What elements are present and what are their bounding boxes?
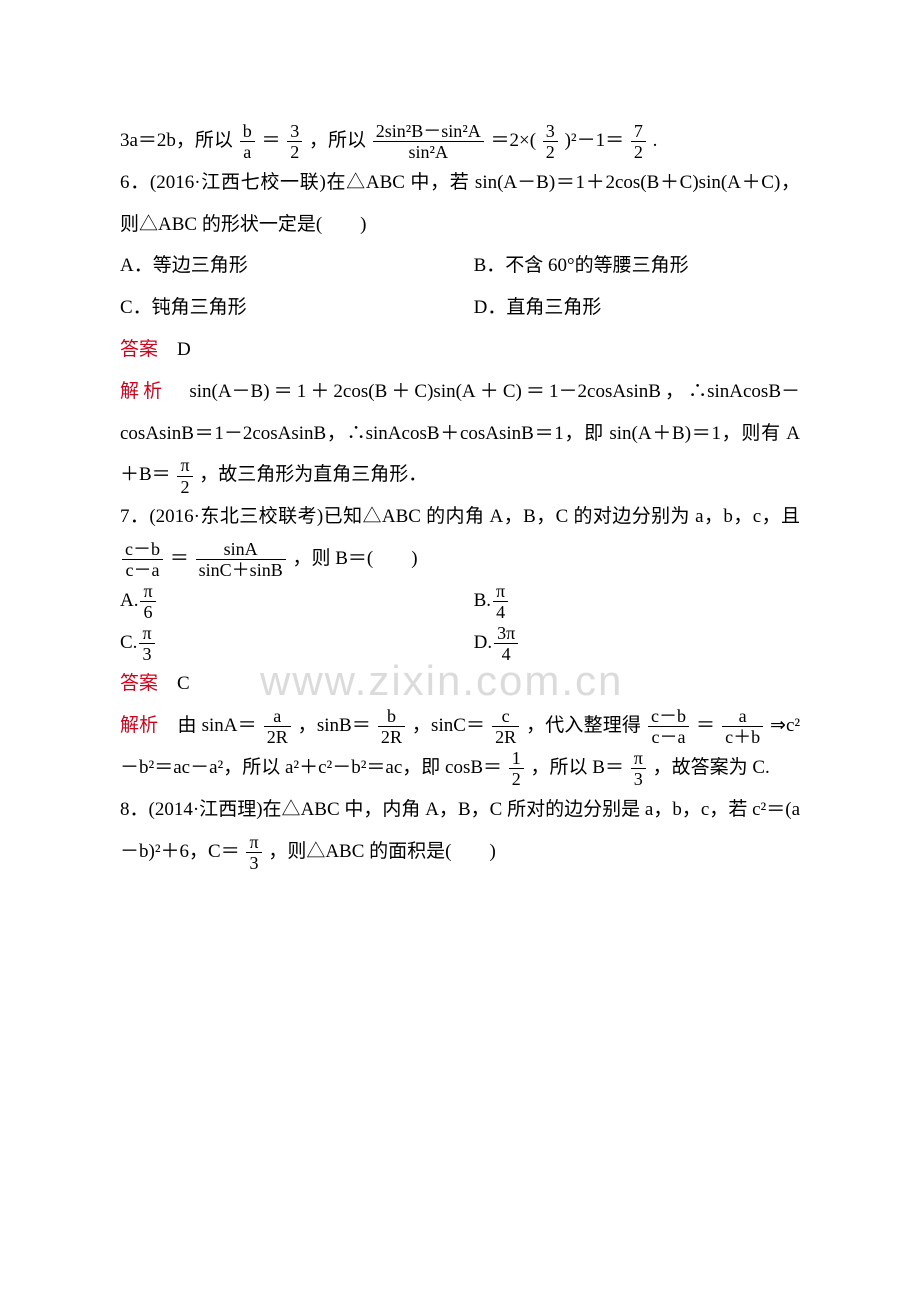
fraction: 2sin²B－sin²Asin²A (373, 122, 484, 161)
text: ，故三角形为直角三角形． (199, 464, 427, 485)
text: ，代入整理得 (526, 715, 641, 736)
text: ，所以 B＝ (531, 757, 624, 778)
q6-option-b: B．不含 60°的等腰三角形 (474, 245, 800, 287)
fraction: 32 (287, 122, 302, 161)
fraction: ac＋b (722, 707, 763, 746)
text: ，则△ABC 的面积是( ) (268, 841, 495, 862)
q7-explanation: 解析 由 sinA＝ a2R ，sinB＝ b2R ，sinC＝ c2R ，代入… (120, 705, 800, 789)
text: 由 sinA＝ (178, 715, 257, 736)
fraction: sinAsinC＋sinB (196, 540, 286, 579)
text: ，故答案为 C. (653, 757, 770, 778)
fraction: 12 (509, 749, 524, 788)
q6-option-a: A．等边三角形 (120, 245, 446, 287)
q6-option-d: D．直角三角形 (474, 287, 800, 329)
q7-stem: 7．(2016·东北三校联考)已知△ABC 的内角 A，B，C 的对边分别为 a… (120, 496, 800, 580)
answer-value: C (177, 673, 190, 694)
fraction: c2R (492, 707, 519, 746)
q7-option-d: D.3π4 (474, 622, 800, 664)
fraction: c－bc－a (648, 707, 689, 746)
fraction: 3π4 (494, 624, 518, 663)
q7-option-a: A.π6 (120, 580, 446, 622)
q7-options-row1: A.π6 B.π4 (120, 580, 800, 622)
explain-label: 解析 (120, 715, 158, 736)
answer-label: 答案 (120, 339, 158, 360)
q7-options-row2: C.π3 D.3π4 (120, 622, 800, 664)
page-content: www.zixin.com.cn 3a＝2b，所以 ba ＝ 32 ，所以 2s… (0, 0, 920, 912)
text: ＝ (261, 130, 280, 151)
text: ，sinB＝ (298, 715, 371, 736)
fraction: π2 (177, 456, 192, 495)
fraction: a2R (264, 707, 291, 746)
text: 7．(2016·东北三校联考)已知△ABC 的内角 A，B，C 的对边分别为 a… (120, 506, 800, 527)
fraction: b2R (378, 707, 405, 746)
q6-options-row1: A．等边三角形 B．不含 60°的等腰三角形 (120, 245, 800, 287)
text: ，所以 (309, 130, 366, 151)
q7-answer: 答案 C (120, 663, 800, 705)
text: ，sinC＝ (412, 715, 485, 736)
text: ＝ (170, 548, 189, 569)
q8-stem: 8．(2014·江西理)在△ABC 中，内角 A，B，C 所对的边分别是 a，b… (120, 789, 800, 873)
text: 3a＝2b，所以 (120, 130, 233, 151)
text: )²－1＝ (565, 130, 625, 151)
answer-label: 答案 (120, 673, 158, 694)
fraction: π4 (493, 582, 508, 621)
q7-option-b: B.π4 (474, 580, 800, 622)
q6-explanation: 解析 sin(A－B)＝1＋2cos(B＋C)sin(A＋C)＝1－2cosAs… (120, 371, 800, 496)
answer-value: D (177, 339, 191, 360)
q7-option-c: C.π3 (120, 622, 446, 664)
q6-option-c: C．钝角三角形 (120, 287, 446, 329)
fraction: π3 (139, 624, 154, 663)
text: . (653, 130, 658, 151)
q6-answer: 答案 D (120, 329, 800, 371)
fraction: π3 (246, 833, 261, 872)
fraction: π3 (631, 749, 646, 788)
text: ＝2×( (491, 130, 537, 151)
fraction: c－bc－a (122, 540, 163, 579)
fraction: π6 (140, 582, 155, 621)
text: ，则 B＝( ) (293, 548, 418, 569)
fraction: 72 (631, 122, 646, 161)
q6-options-row2: C．钝角三角形 D．直角三角形 (120, 287, 800, 329)
line-1: 3a＝2b，所以 ba ＝ 32 ，所以 2sin²B－sin²Asin²A ＝… (120, 120, 800, 162)
explain-label: 解析 (120, 381, 166, 402)
q6-stem: 6．(2016·江西七校一联)在△ABC 中，若 sin(A－B)＝1＋2cos… (120, 162, 800, 246)
fraction: ba (240, 122, 255, 161)
text: ＝ (696, 715, 715, 736)
fraction: 32 (543, 122, 558, 161)
